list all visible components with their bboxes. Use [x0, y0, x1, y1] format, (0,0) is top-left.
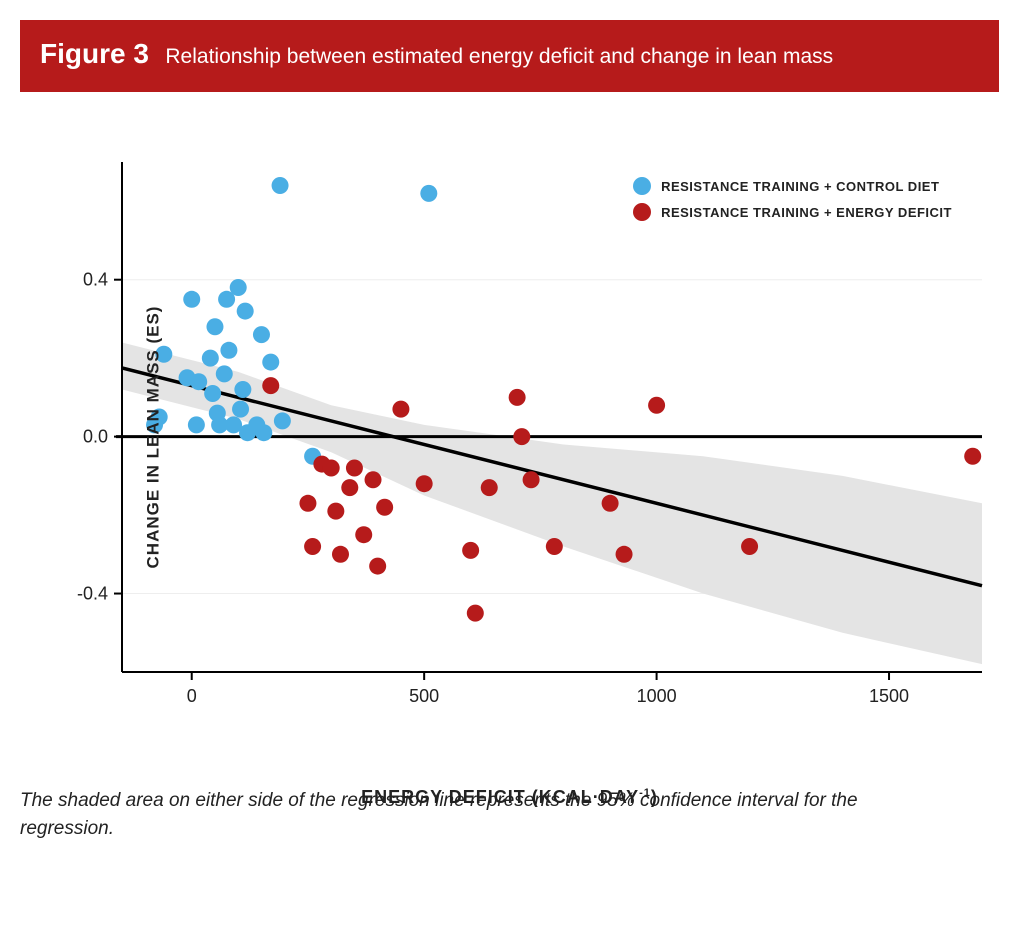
- legend-item-deficit: RESISTANCE TRAINING + ENERGY DEFICIT: [633, 203, 952, 221]
- svg-text:-0.4: -0.4: [77, 584, 108, 604]
- chart-legend: RESISTANCE TRAINING + CONTROL DIET RESIS…: [633, 177, 952, 229]
- x-axis-label: ENERGY DEFICIT (KCAL·DAY-1): [27, 787, 992, 808]
- legend-dot-icon: [633, 203, 651, 221]
- figure-title-bar: Figure 3 Relationship between estimated …: [20, 20, 999, 92]
- y-axis-label: CHANGE IN LEAN MASS (ES): [143, 306, 163, 569]
- svg-text:0.4: 0.4: [83, 270, 108, 290]
- legend-label: RESISTANCE TRAINING + ENERGY DEFICIT: [661, 205, 952, 220]
- svg-text:500: 500: [409, 686, 439, 706]
- figure-label: Figure 3: [40, 38, 149, 69]
- svg-text:1000: 1000: [637, 686, 677, 706]
- svg-text:1500: 1500: [869, 686, 909, 706]
- legend-dot-icon: [633, 177, 651, 195]
- legend-item-control: RESISTANCE TRAINING + CONTROL DIET: [633, 177, 952, 195]
- scatter-plot-svg: -0.4 0.0 0.4 0 500 1000 1500: [27, 142, 992, 732]
- legend-label: RESISTANCE TRAINING + CONTROL DIET: [661, 179, 939, 194]
- svg-text:0.0: 0.0: [83, 427, 108, 447]
- figure-subtitle: Relationship between estimated energy de…: [165, 45, 833, 68]
- scatter-chart: CHANGE IN LEAN MASS (ES) RESISTANCE TRAI…: [27, 142, 992, 732]
- svg-text:0: 0: [187, 686, 197, 706]
